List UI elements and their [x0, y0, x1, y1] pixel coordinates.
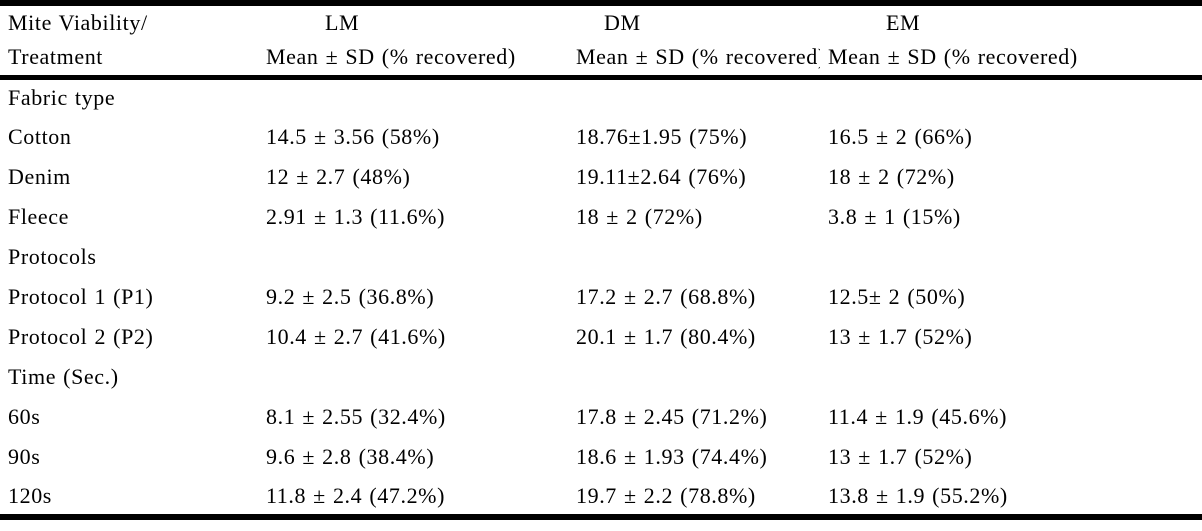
mite-viability-table: Mite Viability/ LM DM EM Treatment Mean …: [0, 0, 1202, 520]
value-cell-lm: 12 ± 2.7 (48%): [266, 164, 411, 189]
table-body: Fabric type Cotton 14.5 ± 3.56 (58%) 18.…: [0, 77, 1202, 520]
value-cell-em: 12.5± 2 (50%): [828, 284, 966, 309]
row-label: Cotton: [8, 124, 72, 149]
value-cell-dm: 17.8 ± 2.45 (71.2%): [576, 404, 768, 429]
value-cell-lm: 14.5 ± 3.56 (58%): [266, 124, 440, 149]
table-row-120s: 120s 11.8 ± 2.4 (47.2%) 19.7 ± 2.2 (78.8…: [0, 477, 1202, 520]
value-cell-em: 18 ± 2 (72%): [828, 164, 955, 189]
value-cell-dm: 20.1 ± 1.7 (80.4%): [576, 324, 756, 349]
table-row-cotton: Cotton 14.5 ± 3.56 (58%) 18.76±1.95 (75%…: [0, 117, 1202, 157]
value-cell-dm: 18.76±1.95 (75%): [576, 124, 748, 149]
value-cell-em: 3.8 ± 1 (15%): [828, 204, 961, 229]
value-cell-em: 13 ± 1.7 (52%): [828, 324, 973, 349]
empty-cell: [258, 77, 568, 117]
value-cell-em: 16.5 ± 2 (66%): [828, 124, 973, 149]
value-cell-lm: 10.4 ± 2.7 (41.6%): [266, 324, 446, 349]
empty-cell: [258, 237, 568, 277]
row-label: 90s: [8, 444, 41, 469]
section-row-time: Time (Sec.): [0, 357, 1202, 397]
table-row-fleece: Fleece 2.91 ± 1.3 (11.6%) 18 ± 2 (72%) 3…: [0, 197, 1202, 237]
value-cell-dm: 19.11±2.64 (76%): [576, 164, 747, 189]
value-cell-dm: 19.7 ± 2.2 (78.8%): [568, 477, 820, 520]
value-cell-dm: 17.2 ± 2.7 (68.8%): [576, 284, 756, 309]
row-label: 120s: [0, 477, 258, 520]
value-cell-em: 13.8 ± 1.9 (55.2%): [820, 477, 1202, 520]
table-row-protocol-1: Protocol 1 (P1) 9.2 ± 2.5 (36.8%) 17.2 ±…: [0, 277, 1202, 317]
header-treatment: Treatment: [0, 40, 258, 80]
header-mite-viability: Mite Viability/: [8, 10, 148, 35]
row-label: 60s: [8, 404, 41, 429]
table-row-90s: 90s 9.6 ± 2.8 (38.4%) 18.6 ± 1.93 (74.4%…: [0, 437, 1202, 477]
section-row-fabric-type: Fabric type: [0, 77, 1202, 117]
row-label: Protocol 2 (P2): [8, 324, 154, 349]
empty-cell: [568, 77, 820, 117]
header-lm-subtitle: Mean ± SD (% recovered): [258, 40, 568, 80]
value-cell-dm: 18 ± 2 (72%): [576, 204, 703, 229]
value-cell-em: 13 ± 1.7 (52%): [828, 444, 973, 469]
row-label: Fleece: [8, 204, 70, 229]
table-row-denim: Denim 12 ± 2.7 (48%) 19.11±2.64 (76%) 18…: [0, 157, 1202, 197]
value-cell-lm: 11.8 ± 2.4 (47.2%): [258, 477, 568, 520]
header-column-lm: LM: [325, 10, 360, 35]
header-row-subtitles: Treatment Mean ± SD (% recovered) Mean ±…: [0, 40, 1202, 80]
empty-cell: [820, 357, 1202, 397]
header-dm-subtitle: Mean ± SD (% recovered): [568, 40, 820, 80]
header-column-dm: DM: [604, 10, 641, 35]
empty-cell: [820, 77, 1202, 117]
table-row-60s: 60s 8.1 ± 2.55 (32.4%) 17.8 ± 2.45 (71.2…: [0, 397, 1202, 437]
value-cell-dm: 18.6 ± 1.93 (74.4%): [576, 444, 768, 469]
header-column-em: EM: [886, 10, 921, 35]
header-em-subtitle: Mean ± SD (% recovered): [820, 40, 1202, 80]
value-cell-lm: 9.6 ± 2.8 (38.4%): [266, 444, 435, 469]
empty-cell: [258, 357, 568, 397]
empty-cell: [568, 357, 820, 397]
value-cell-lm: 9.2 ± 2.5 (36.8%): [266, 284, 435, 309]
value-cell-lm: 2.91 ± 1.3 (11.6%): [266, 204, 446, 229]
section-label: Fabric type: [8, 85, 116, 111]
section-label: Protocols: [8, 244, 97, 269]
empty-cell: [820, 237, 1202, 277]
value-cell-em: 11.4 ± 1.9 (45.6%): [828, 404, 1008, 429]
value-cell-lm: 8.1 ± 2.55 (32.4%): [266, 404, 446, 429]
table-row-protocol-2: Protocol 2 (P2) 10.4 ± 2.7 (41.6%) 20.1 …: [0, 317, 1202, 357]
row-label: Protocol 1 (P1): [8, 284, 154, 309]
table-header: Mite Viability/ LM DM EM Treatment Mean …: [0, 3, 1202, 80]
row-label: Denim: [8, 164, 71, 189]
empty-cell: [568, 237, 820, 277]
section-row-protocols: Protocols: [0, 237, 1202, 277]
header-row-acronyms: Mite Viability/ LM DM EM: [0, 3, 1202, 40]
section-label: Time (Sec.): [8, 364, 119, 389]
